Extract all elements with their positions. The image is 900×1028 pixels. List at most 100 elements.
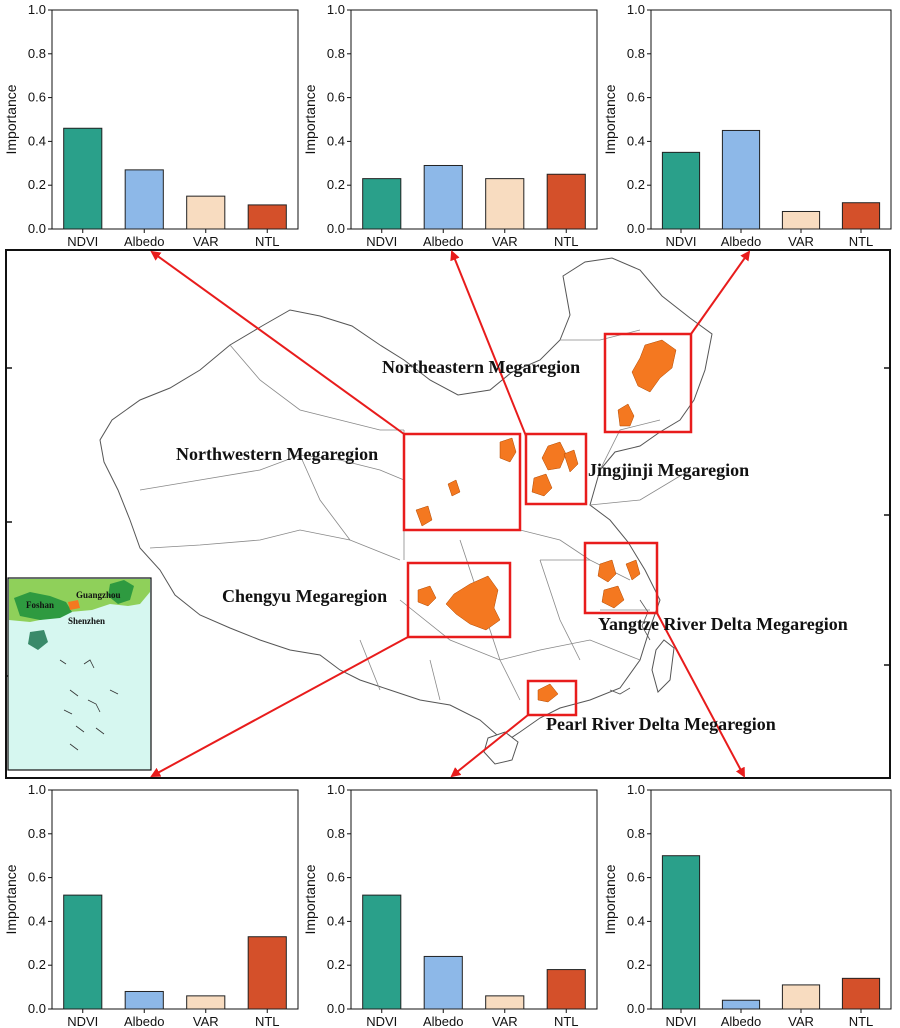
bar-ndvi — [63, 894, 103, 1010]
y-tick-label: 0.8 — [28, 46, 46, 61]
y-axis-label: Importance — [3, 84, 19, 154]
bar-albedo — [124, 169, 164, 230]
y-tick-label: 0.2 — [327, 957, 345, 972]
urban-yangtze-1 — [597, 559, 617, 583]
bar-ntl — [841, 202, 881, 230]
bar-ntl — [247, 204, 287, 230]
y-axis-label: Importance — [3, 864, 19, 934]
plot-frame — [650, 789, 892, 1010]
y-tick-label: 0.0 — [28, 1001, 46, 1016]
inset-label-guangzhou: Guangzhou — [76, 590, 121, 600]
y-tick-label: 0.6 — [327, 870, 345, 885]
arrow-northeastern — [690, 250, 751, 335]
x-tick-label: NTL — [255, 1014, 280, 1028]
x-tick-label: Albedo — [124, 1014, 164, 1028]
bar-chart-top-right: 0.0 0.2 0.4 0.6 0.8 1.0 Importance NDVI Albedo VA… — [602, 2, 892, 249]
y-tick-label: 0.6 — [327, 90, 345, 105]
x-tick-label: VAR — [788, 1014, 814, 1028]
label-yangtze: Yangtze River Delta Megaregion — [598, 614, 848, 634]
y-tick-label: 0.6 — [627, 870, 645, 885]
y-tick-label: 0.0 — [28, 221, 46, 236]
box-northeastern — [603, 332, 693, 434]
y-axis-label: Importance — [302, 864, 318, 934]
y-tick-label: 0.4 — [28, 913, 46, 928]
arrow-yangtze — [656, 612, 745, 778]
urban-northeast-2 — [617, 403, 635, 427]
plot-frame — [350, 9, 598, 230]
inset-city-marker — [68, 600, 80, 610]
label-northwestern: Northwestern Megaregion — [176, 444, 378, 464]
box-northwestern — [402, 432, 522, 532]
plot-frame — [51, 9, 299, 230]
bar-var — [781, 210, 821, 230]
x-tick-label: Albedo — [423, 234, 463, 249]
x-tick-label: Albedo — [124, 234, 164, 249]
box-chengyu — [406, 561, 512, 639]
x-tick-label: NDVI — [366, 1014, 397, 1028]
china-outline — [99, 257, 713, 743]
box-jingjinji — [524, 432, 588, 506]
x-tick-label: NTL — [849, 234, 874, 249]
bar-ntl — [546, 173, 586, 230]
y-tick-label: 0.4 — [327, 133, 345, 148]
urban-northwest-2 — [447, 479, 461, 497]
y-tick-label: 0.6 — [627, 90, 645, 105]
y-axis-label: Importance — [302, 84, 318, 154]
bar-chart-top-center: 0.0 0.2 0.4 0.6 0.8 1.0 Importance NDVI Albedo VA… — [302, 2, 598, 249]
bar-var — [485, 995, 525, 1010]
bar-ntl — [546, 969, 586, 1010]
x-tick-label: Albedo — [721, 234, 761, 249]
label-pearl: Pearl River Delta Megaregion — [546, 714, 776, 734]
urban-northwest-3 — [415, 505, 433, 527]
arrows — [150, 250, 751, 778]
y-tick-label: 0.2 — [327, 177, 345, 192]
bar-albedo — [423, 164, 463, 230]
box-yangtze — [583, 541, 659, 615]
bar-chart-bottom-center: 0.0 0.2 0.4 0.6 0.8 1.0 Importance NDVI Albedo VA… — [302, 782, 598, 1028]
x-tick-label: VAR — [492, 1014, 518, 1028]
y-tick-label: 0.0 — [327, 221, 345, 236]
y-tick-label: 0.6 — [28, 870, 46, 885]
urban-chengyu-1 — [445, 575, 501, 631]
bar-ndvi — [661, 151, 701, 230]
bar-var — [186, 195, 226, 230]
arrow-chengyu — [150, 636, 409, 777]
bar-ntl — [247, 936, 287, 1010]
bar-var — [781, 984, 821, 1010]
label-chengyu: Chengyu Megaregion — [222, 586, 387, 606]
arrow-northwestern — [150, 250, 405, 435]
coastline-detail — [609, 599, 651, 695]
y-tick-label: 0.4 — [627, 913, 645, 928]
x-tick-label: VAR — [193, 234, 219, 249]
bar-albedo — [721, 999, 761, 1010]
y-tick-label: 0.8 — [28, 826, 46, 841]
bar-chart-bottom-left: 0.0 0.2 0.4 0.6 0.8 1.0 Importance NDVI Albedo VA… — [3, 782, 299, 1028]
bar-var — [485, 178, 525, 230]
box-pearl — [526, 679, 578, 717]
inset-map: Foshan Guangzhou Shenzhen — [7, 577, 152, 771]
arrow-jingjinji — [450, 250, 527, 437]
x-tick-label: Albedo — [423, 1014, 463, 1028]
y-tick-label: 0.8 — [327, 46, 345, 61]
taiwan-outline — [651, 639, 675, 693]
y-tick-label: 0.8 — [327, 826, 345, 841]
label-jingjinji: Jingjinji Megaregion — [588, 460, 749, 480]
y-tick-label: 0.2 — [627, 177, 645, 192]
y-tick-label: 0.2 — [28, 957, 46, 972]
label-northeastern: Northeastern Megaregion — [382, 357, 580, 377]
bar-albedo — [124, 990, 164, 1010]
y-tick-label: 0.0 — [627, 1001, 645, 1016]
x-tick-label: NTL — [849, 1014, 874, 1028]
y-tick-label: 0.4 — [327, 913, 345, 928]
x-tick-label: NDVI — [366, 234, 397, 249]
arrow-pearl — [450, 714, 529, 778]
y-tick-label: 1.0 — [28, 782, 46, 797]
urban-jingjinji-1 — [541, 441, 567, 471]
urban-jingjinji-3 — [563, 449, 579, 473]
y-tick-label: 0.6 — [28, 90, 46, 105]
bar-albedo — [423, 955, 463, 1010]
y-tick-label: 1.0 — [327, 782, 345, 797]
highlight-boxes — [402, 332, 693, 717]
y-axis-label: Importance — [602, 864, 618, 934]
